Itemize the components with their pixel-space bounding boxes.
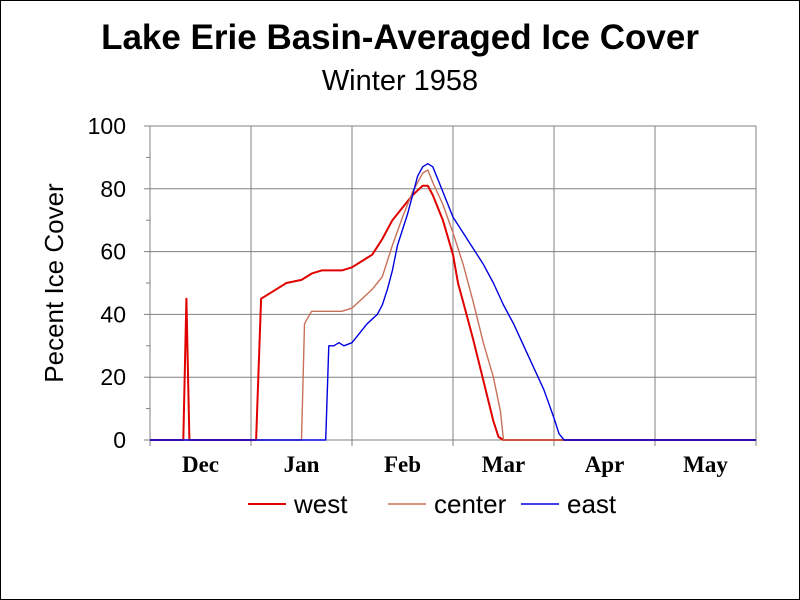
chart-subtitle: Winter 1958 bbox=[322, 65, 478, 97]
y-tick-label: 100 bbox=[88, 113, 126, 139]
axes bbox=[144, 125, 757, 446]
legend: west center east bbox=[248, 489, 617, 519]
y-tick-label: 40 bbox=[100, 301, 126, 327]
month-label: May bbox=[683, 452, 728, 477]
series-lines bbox=[150, 162, 756, 441]
chart-title: Lake Erie Basin-Averaged Ice Cover bbox=[101, 18, 699, 57]
plot-grid bbox=[150, 125, 757, 441]
month-label: Dec bbox=[182, 452, 219, 477]
series-line-east bbox=[150, 162, 756, 441]
month-label: Mar bbox=[482, 452, 525, 477]
y-axis-label: Pecent Ice Cover bbox=[39, 183, 69, 383]
y-tick-label: 60 bbox=[100, 239, 126, 265]
series-line-center bbox=[150, 169, 756, 441]
legend-label-center: center bbox=[434, 489, 507, 519]
legend-label-east: east bbox=[567, 489, 617, 519]
month-label: Jan bbox=[284, 452, 320, 477]
y-tick-label: 20 bbox=[100, 364, 126, 390]
tick-labels: 0 20 40 60 80 100 Dec Jan Feb Mar Apr May bbox=[88, 113, 729, 477]
series-line-west bbox=[150, 184, 756, 441]
y-tick-label: 0 bbox=[113, 427, 126, 453]
legend-label-west: west bbox=[293, 489, 348, 519]
month-label: Apr bbox=[585, 452, 625, 477]
y-tick-label: 80 bbox=[100, 176, 126, 202]
month-label: Feb bbox=[384, 452, 421, 477]
